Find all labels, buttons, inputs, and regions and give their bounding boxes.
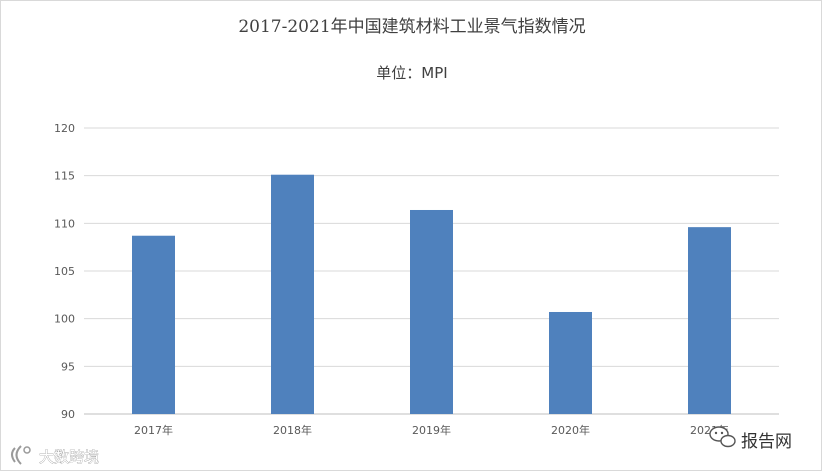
watermark-left: 大数跨境 [11, 445, 99, 466]
y-tick-label: 115 [54, 170, 75, 183]
y-tick-label: 105 [54, 265, 75, 278]
y-tick-label: 110 [54, 217, 75, 230]
x-tick-label: 2020年 [551, 423, 590, 437]
watermark-right-text: 报告网 [741, 432, 792, 452]
bar [132, 235, 175, 414]
x-tick-label: 2018年 [273, 423, 312, 437]
y-tick-label: 100 [54, 313, 75, 326]
x-tick-label: 2017年 [134, 423, 173, 437]
watermark-right: 报告网 [709, 426, 792, 452]
y-axis-tick-labels: 90 95 100 105 110 115 120 [54, 122, 75, 421]
bar [688, 227, 731, 414]
chart-title: 2017-2021年中国建筑材料工业景气指数情况 [238, 17, 585, 37]
watermark-logo-icon [11, 445, 31, 465]
y-tick-label: 90 [61, 408, 75, 421]
bars [132, 174, 731, 414]
y-tick-label: 120 [54, 122, 75, 135]
bar [549, 311, 592, 414]
wechat-icon [709, 426, 736, 448]
bar [271, 174, 314, 414]
x-axis-tick-labels: 2017年 2018年 2019年 2020年 2021年 [134, 423, 729, 437]
bar [410, 209, 453, 414]
watermark-left-text: 大数跨境 [39, 448, 99, 466]
y-tick-label: 95 [61, 360, 75, 373]
x-tick-label: 2019年 [412, 423, 451, 437]
chart-subtitle: 单位：MPI [376, 64, 447, 82]
